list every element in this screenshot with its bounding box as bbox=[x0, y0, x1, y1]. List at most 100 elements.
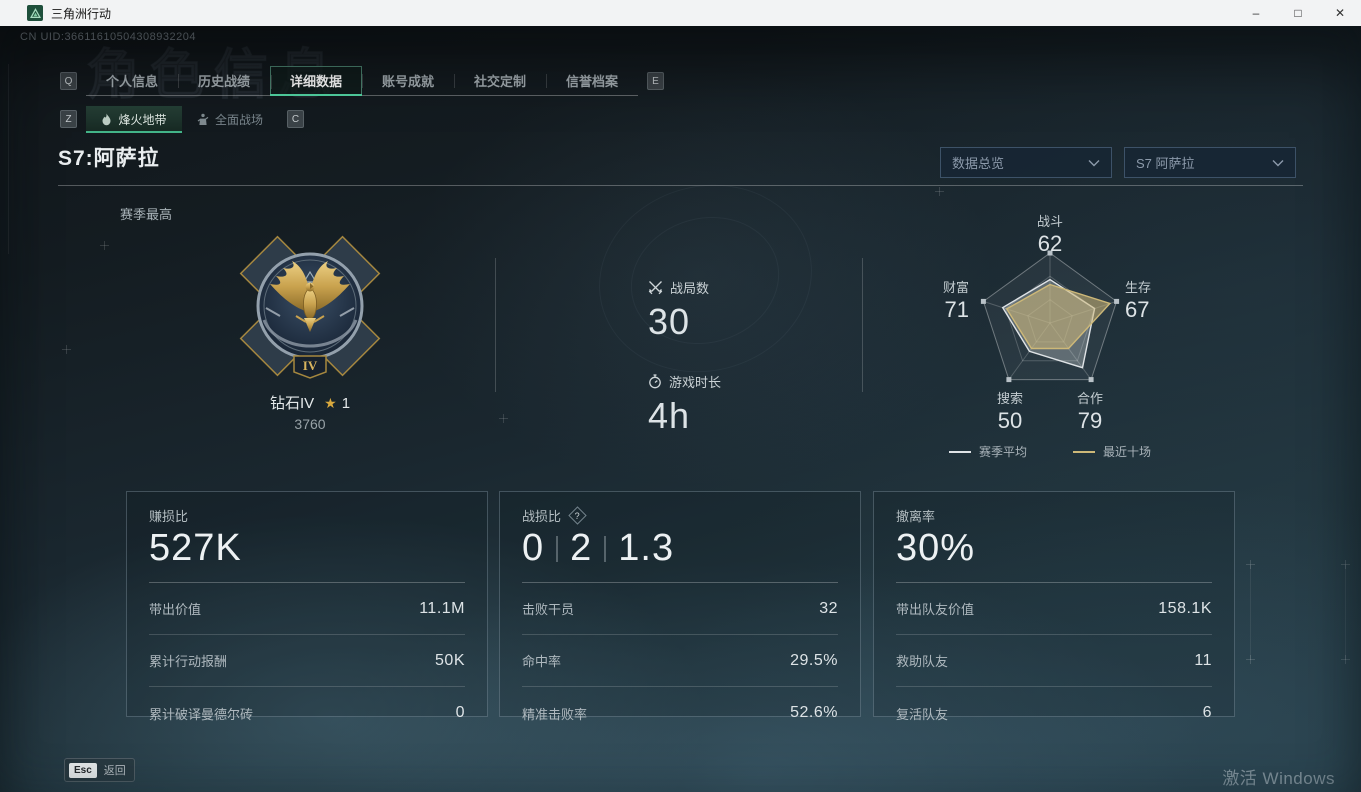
season-best-label: 赛季最高 bbox=[120, 207, 173, 222]
season-title: S7:阿萨拉 bbox=[58, 147, 160, 170]
card-hero-value: 527K bbox=[149, 527, 465, 583]
tab-social-custom[interactable]: 社交定制 bbox=[454, 66, 546, 95]
season-select-dropdown[interactable]: S7 阿萨拉 bbox=[1124, 147, 1296, 178]
activate-windows-watermark: 激活 Windows bbox=[1222, 769, 1335, 788]
radar-axis-label: 战斗 bbox=[1036, 214, 1063, 229]
tab-personal-info[interactable]: 个人信息 bbox=[105, 74, 158, 89]
row-value: 158.1K bbox=[1158, 599, 1212, 617]
legend-line-season-avg bbox=[948, 450, 971, 453]
back-label: 返回 bbox=[103, 765, 126, 777]
decor-plus bbox=[100, 241, 109, 250]
stopwatch-icon bbox=[649, 374, 661, 389]
radar-axis-label: 合作 bbox=[1076, 391, 1103, 406]
tab-match-history[interactable]: 历史战绩 bbox=[178, 66, 270, 95]
legend-line-recent-ten bbox=[1073, 450, 1095, 453]
row-value: 11 bbox=[1194, 651, 1212, 669]
row-value: 52.6% bbox=[790, 704, 838, 721]
player-uid: CN UID:36611610504308932204 bbox=[20, 31, 196, 43]
extraction-rate-card: 撤离率 30% 带出队友价值 158.1K 救助队友 11 复活队友 6 bbox=[873, 491, 1235, 722]
row-value: 50K bbox=[435, 651, 465, 669]
card-title: 撤离率 bbox=[896, 509, 936, 524]
main-stage: 角色信息 CN UID:36611610504308932204 Q 个人信息 … bbox=[0, 26, 1361, 792]
tab-prev-key-hint: Q bbox=[60, 72, 77, 90]
row-label: 复活队友 bbox=[896, 706, 949, 722]
row-value: 11.1M bbox=[419, 599, 465, 617]
data-overview-dropdown[interactable]: 数据总览 bbox=[940, 147, 1112, 178]
radar-axis-value: 71 bbox=[944, 297, 969, 323]
mode-tab-bar: Z 烽火地带 全面战场 C bbox=[60, 106, 304, 133]
title-bar: 三角洲行动 – □ ✕ bbox=[0, 0, 1361, 26]
card-hero-value: 30% bbox=[896, 527, 1212, 583]
row-label: 带出价值 bbox=[149, 602, 202, 617]
matches-stat: 战局数 30 bbox=[648, 278, 709, 343]
playtime-stat: 游戏时长 4h bbox=[648, 372, 721, 437]
rank-emblem: IV bbox=[239, 235, 381, 379]
radar-axis-label: 财富 bbox=[942, 280, 969, 295]
radar-axis-value: 50 bbox=[997, 408, 1023, 434]
chevron-down-icon bbox=[1088, 159, 1100, 166]
profit-loss-card: 赚损比 527K 带出价值 11.1M 累计行动报酬 50K 累计破译曼德尔砖 0 bbox=[126, 491, 488, 722]
subtab-next-key-hint: C bbox=[287, 110, 304, 128]
radar-chart: 战斗 62 生存 67 合作 79 搜索 50 财富 71 赛季平均 最近十场 bbox=[905, 210, 1195, 475]
divider bbox=[862, 258, 863, 392]
kd-ratio-card: 战损比 ? 0 2 1.3 击败干员 32 命中率 29.5% 精准击败率 52.6% bbox=[499, 491, 861, 722]
legend-label: 最近十场 bbox=[1103, 445, 1152, 459]
svg-text:IV: IV bbox=[303, 358, 318, 373]
matches-value: 30 bbox=[648, 301, 691, 342]
playtime-value: 4h bbox=[648, 395, 691, 436]
subtab-prev-key-hint: Z bbox=[60, 110, 77, 128]
crossed-swords-icon bbox=[648, 281, 663, 295]
row-label: 救助队友 bbox=[896, 654, 949, 669]
main-tab-bar: Q 个人信息 历史战绩 详细数据 账号成就 社交定制 信誉档案 E bbox=[60, 66, 664, 96]
row-label: 精准击败率 bbox=[522, 706, 588, 722]
radar-axis-value: 67 bbox=[1125, 297, 1150, 323]
section-divider bbox=[58, 185, 1303, 186]
card-title: 赚损比 bbox=[149, 509, 189, 524]
star-icon: ★ bbox=[324, 395, 337, 411]
row-label: 击败干员 bbox=[522, 602, 575, 617]
legend-label: 赛季平均 bbox=[978, 445, 1027, 459]
subtab-hazard-zone[interactable]: 烽火地带 bbox=[86, 106, 182, 133]
decor-plus bbox=[935, 187, 944, 196]
row-value: 29.5% bbox=[790, 651, 838, 669]
rank-points: 3760 bbox=[294, 416, 326, 432]
chevron-down-icon bbox=[1272, 159, 1284, 166]
esc-key-icon: Esc bbox=[69, 762, 97, 778]
tab-group: 个人信息 历史战绩 详细数据 账号成就 社交定制 信誉档案 bbox=[86, 66, 638, 96]
right-decor-line-2 bbox=[1345, 565, 1346, 660]
decor-plus bbox=[1246, 655, 1255, 664]
soldier-icon bbox=[197, 113, 209, 125]
tab-next-key-hint: E bbox=[647, 72, 664, 90]
decor-plus bbox=[499, 414, 508, 423]
radar-axis-label: 生存 bbox=[1125, 280, 1152, 295]
window-title: 三角洲行动 bbox=[51, 6, 112, 21]
card-hero-value: 0 2 1.3 bbox=[522, 527, 838, 583]
radar-axis-value: 79 bbox=[1077, 408, 1103, 434]
decor-plus bbox=[62, 345, 71, 354]
playtime-label: 游戏时长 bbox=[669, 375, 722, 390]
right-decor-line-1 bbox=[1250, 565, 1251, 660]
minimize-button[interactable]: – bbox=[1252, 6, 1260, 20]
matches-label: 战局数 bbox=[670, 281, 710, 296]
maximize-button[interactable]: □ bbox=[1294, 6, 1302, 20]
tab-reputation[interactable]: 信誉档案 bbox=[546, 66, 638, 95]
row-value: 0 bbox=[455, 704, 465, 721]
radar-legend: 赛季平均 最近十场 bbox=[905, 443, 1195, 460]
rank-name: 钻石IV bbox=[269, 395, 315, 412]
back-button[interactable]: Esc 返回 bbox=[64, 758, 135, 782]
row-label: 累计破译曼德尔砖 bbox=[149, 706, 254, 722]
tab-achievements[interactable]: 账号成就 bbox=[362, 66, 454, 95]
decor-plus bbox=[1246, 560, 1255, 569]
radar-axis-label: 搜索 bbox=[996, 391, 1023, 406]
flame-icon bbox=[102, 113, 111, 125]
tab-detailed-data[interactable]: 详细数据 bbox=[270, 66, 362, 96]
row-label: 命中率 bbox=[522, 654, 562, 669]
decor-plus bbox=[1341, 655, 1350, 664]
close-button[interactable]: ✕ bbox=[1334, 6, 1346, 20]
divider bbox=[495, 258, 496, 392]
card-title: 战损比 bbox=[522, 509, 562, 524]
subtab-battlefield[interactable]: 全面战场 bbox=[182, 106, 278, 132]
rank-star-count: 1 bbox=[341, 395, 351, 412]
radar-axis-value: 62 bbox=[1037, 231, 1063, 257]
help-icon[interactable]: ? bbox=[568, 506, 587, 525]
